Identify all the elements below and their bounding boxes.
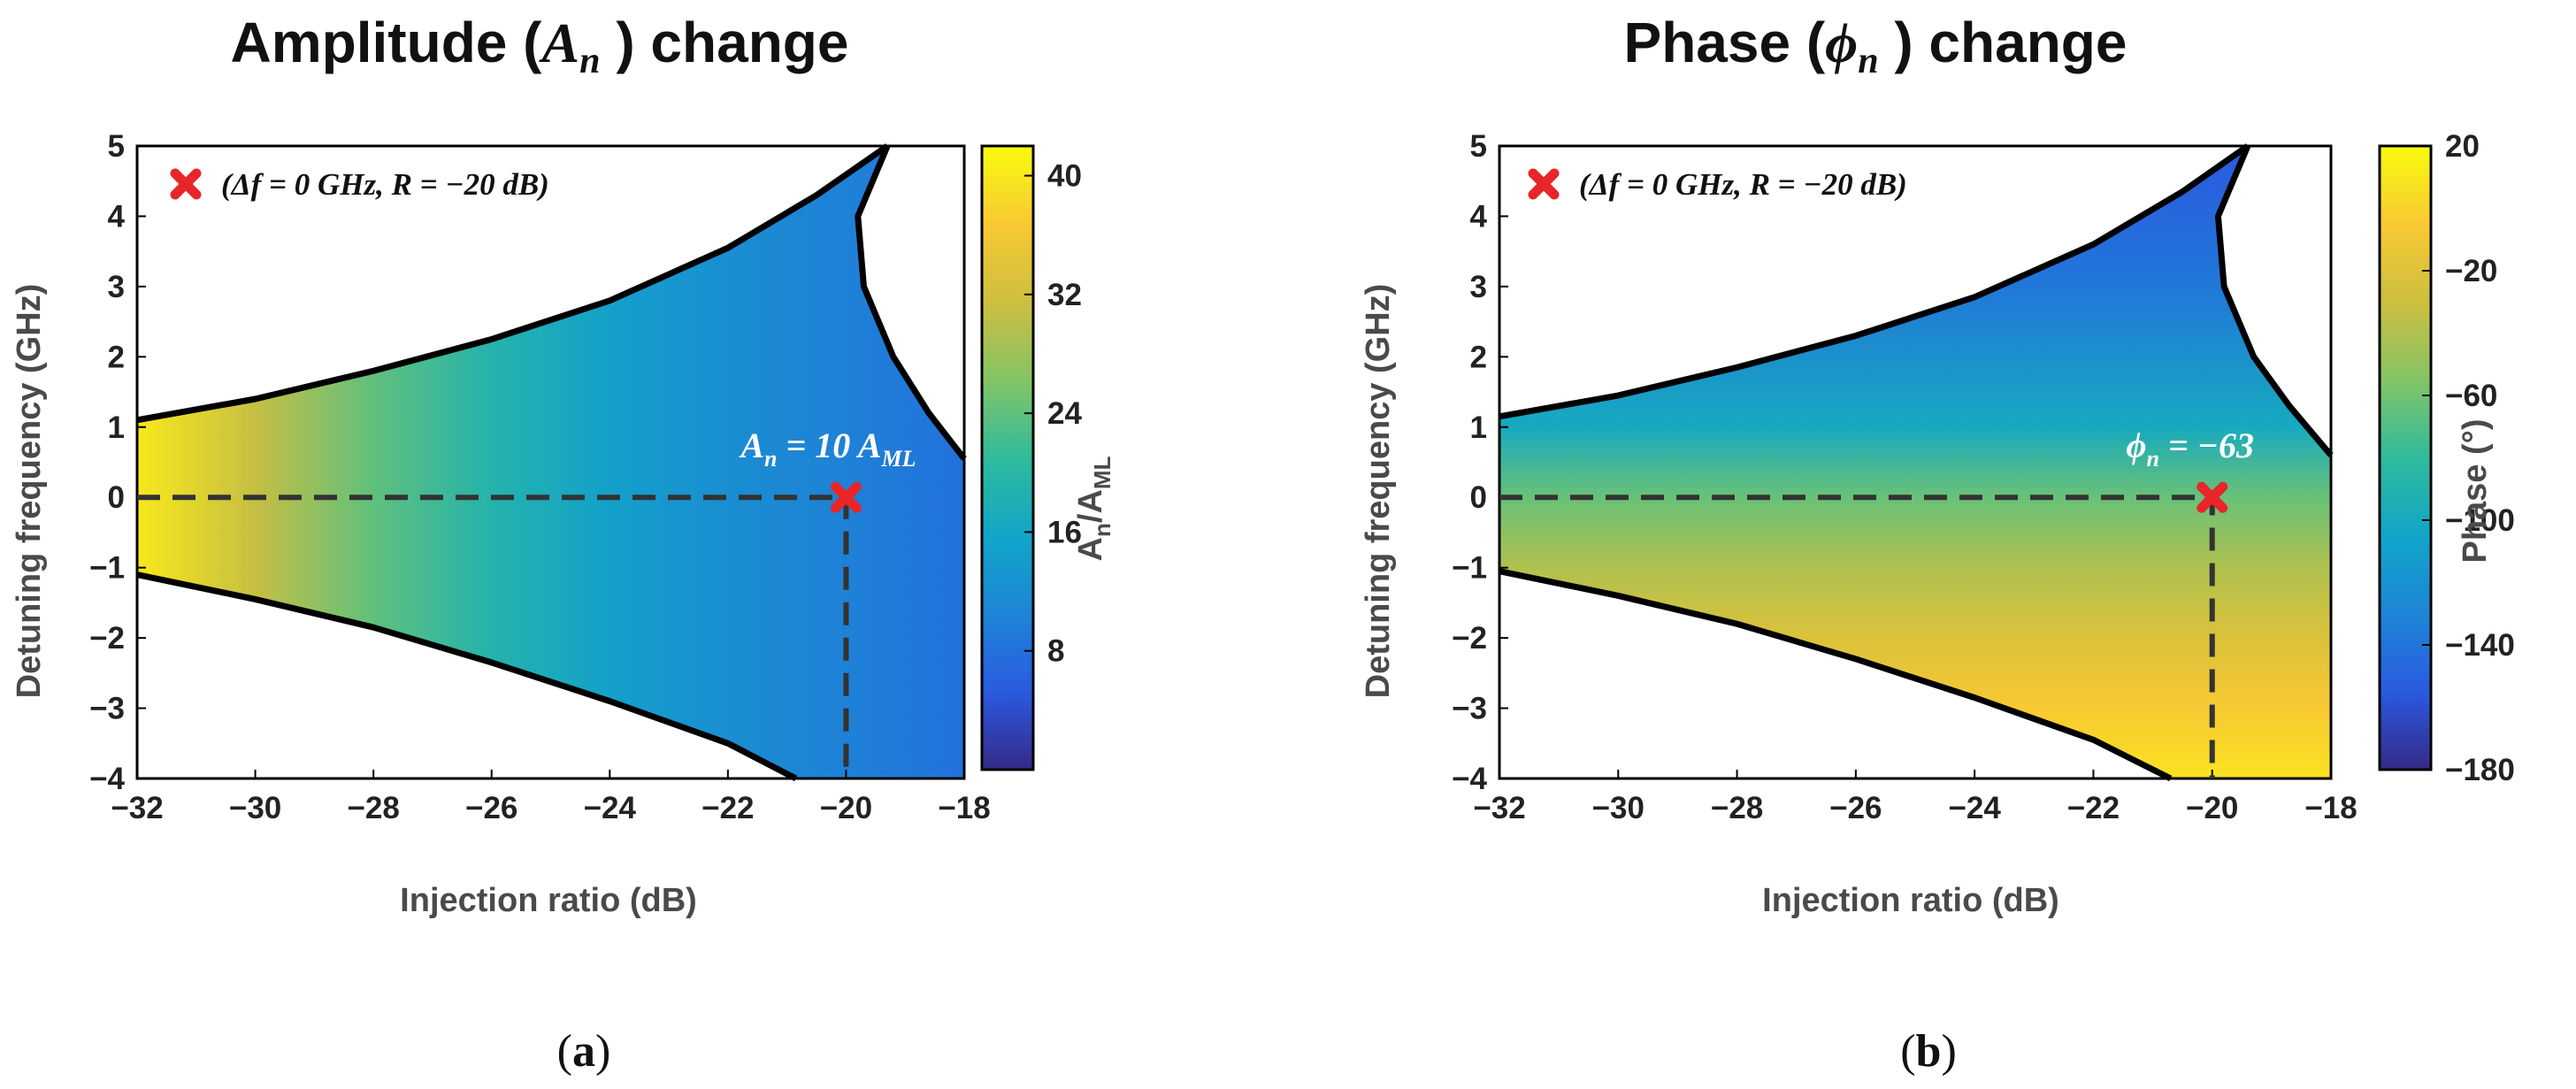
boundary-lower (136, 571, 798, 782)
point-annotation: An = 10 AML (738, 426, 916, 472)
y-tick-label: 1 (108, 410, 125, 445)
x-tick-label: −24 (584, 791, 637, 825)
colorbar-tick-label: −20 (2445, 254, 2497, 288)
colorbar-tick-label: 16 (1047, 515, 1082, 549)
legend-label: (Δf = 0 GHz, R = −20 dB) (1579, 167, 1907, 202)
point-annotation: ϕn = −63 (2126, 426, 2254, 472)
x-tick-label: −24 (1948, 791, 2001, 825)
plot-area: −32 −30 −28 −26 −24 −22 −20 −18 −4 −3 −2 −1 0 1 2 3 4 5 (Δ… (1452, 129, 2358, 825)
y-tick-label: 4 (1470, 199, 1488, 234)
colorbar-tick-label: −140 (2445, 628, 2515, 663)
axes-frame (1498, 144, 2333, 780)
panel-label: (b) (1900, 1026, 1957, 1077)
legend-marker (1528, 168, 1560, 200)
axes-frame (135, 144, 966, 780)
y-tick-label: 0 (1470, 480, 1487, 515)
x-axis-label: Injection ratio (dB) (400, 882, 697, 919)
x-tick-label: −22 (2067, 791, 2120, 825)
chart-phase: Phase (ϕn ) change −32 −30 −28 −26 −24 −22 −20… (1360, 11, 2515, 1077)
x-tick-label: −32 (1473, 791, 1525, 825)
y-tick-label: −2 (1452, 621, 1487, 656)
data-point-marker (2196, 481, 2228, 513)
y-tick-label: 0 (108, 480, 125, 515)
y-tick-label: 2 (1470, 340, 1487, 374)
x-tick-label: −26 (465, 791, 518, 825)
chart-title: Amplitude (An ) change (231, 11, 849, 81)
y-tick-label: 4 (108, 199, 126, 234)
y-axis-label: Detuning frequency (GHz) (11, 284, 48, 699)
colorbar-tick-label: 20 (2445, 129, 2480, 164)
data-point-marker (830, 481, 862, 513)
x-tick-label: −18 (938, 791, 990, 825)
colorbar-gradient (2378, 144, 2433, 771)
x-tick-label: −32 (111, 791, 163, 825)
x-tick-label: −30 (1592, 791, 1644, 825)
x-tick-label: −18 (2304, 791, 2357, 825)
plot-area: −32 −30 −28 −26 −24 −22 −20 −18 −4 −3 −2 −1 0 1 2 3 4 5 (Δ… (89, 129, 991, 825)
colorbar-label: An/AML (1072, 456, 1116, 561)
colorbar-tick-label: −100 (2445, 503, 2515, 538)
legend-marker (170, 168, 202, 200)
y-tick-label: −1 (89, 551, 125, 586)
boundary-right (855, 144, 967, 461)
y-tick-label: −2 (89, 621, 125, 656)
y-tick-label: −4 (1452, 762, 1487, 796)
colorbar: 8 16 24 32 40 (980, 144, 1082, 771)
x-tick-label: −30 (229, 791, 281, 825)
colorbar-tick-label: 40 (1047, 159, 1082, 194)
colorbar-tick-label: 32 (1047, 278, 1082, 312)
x-tick-label: −22 (702, 791, 754, 825)
x-tick-label: −20 (820, 791, 872, 825)
colorbar-label: Phase (°) (2457, 418, 2494, 563)
chart-amplitude: Amplitude (An ) change −32 −30 −28 −26 −24 −2… (11, 11, 1116, 1077)
x-tick-label: −26 (1829, 791, 1882, 825)
panel-label: (a) (557, 1026, 611, 1077)
x-tick-label: −28 (347, 791, 399, 825)
y-tick-label: −1 (1452, 551, 1487, 586)
y-tick-label: 5 (1470, 129, 1487, 164)
colorbar-tick-label: −60 (2445, 379, 2497, 413)
y-tick-label: 2 (108, 340, 125, 374)
chart-title: Phase (ϕn ) change (1624, 11, 2128, 81)
x-tick-label: −28 (1711, 791, 1763, 825)
x-axis-label: Injection ratio (dB) (1762, 882, 2059, 919)
y-tick-label: 1 (1470, 410, 1487, 445)
y-tick-label: 5 (108, 129, 125, 164)
colorbar-tick-label: 24 (1047, 396, 1082, 431)
boundary-lower (1499, 568, 2173, 782)
colorbar-gradient (980, 144, 1035, 771)
y-tick-label: −3 (1452, 692, 1487, 726)
y-axis-label: Detuning frequency (GHz) (1360, 284, 1397, 699)
legend-label: (Δf = 0 GHz, R = −20 dB) (221, 167, 549, 202)
y-tick-label: 3 (1470, 270, 1487, 304)
boundary-upper (1499, 143, 2250, 420)
colorbar-tick-label: −180 (2445, 753, 2515, 787)
boundary-right (2214, 144, 2334, 457)
y-tick-label: −3 (89, 692, 125, 726)
boundary-upper (136, 143, 890, 424)
colorbar: 20 −20 −60 −100 −140 −180 (2378, 129, 2515, 787)
colorbar-tick-label: 8 (1047, 634, 1064, 669)
y-tick-label: 3 (108, 270, 125, 304)
x-tick-label: −20 (2186, 791, 2238, 825)
y-tick-label: −4 (89, 762, 125, 796)
